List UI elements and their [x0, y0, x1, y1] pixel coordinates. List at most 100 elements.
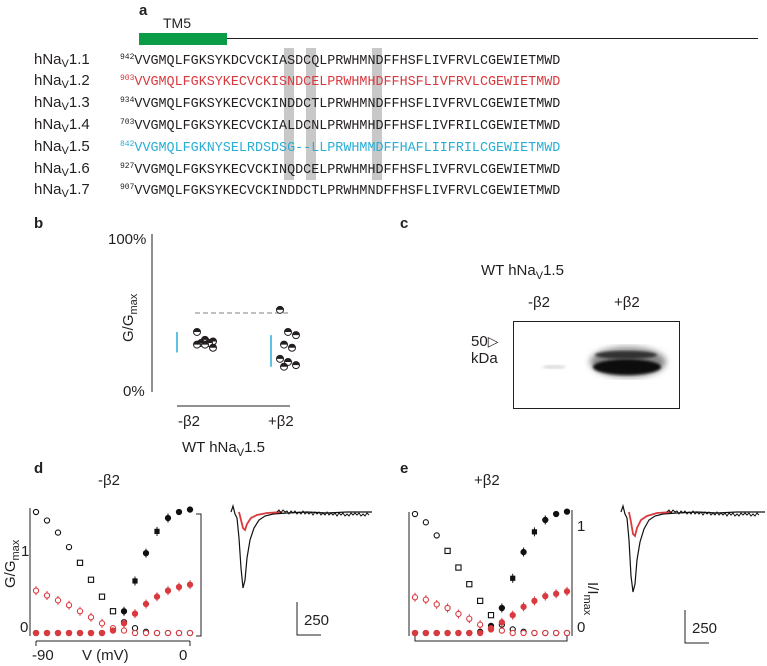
panel-d-point — [32, 586, 40, 596]
panel-d-letter: d — [34, 460, 44, 477]
cysteine-highlight-3 — [372, 48, 382, 180]
panel-d-noise — [276, 509, 370, 517]
panel-d-point — [54, 629, 62, 637]
panel-b-points — [176, 305, 300, 371]
alignment-row: hNaV1.1 942VVGMQLFGKSYKDCVCKIASDCQLPRWHMN… — [34, 51, 561, 70]
panel-b-ylabel: G/Gmax — [120, 293, 140, 342]
panel-e-point — [433, 532, 440, 539]
panel-e-point — [411, 510, 419, 518]
panel-d-point — [142, 629, 150, 637]
panel-e-point — [520, 602, 527, 612]
panel-e-point — [444, 547, 451, 555]
lane-label-plus: +β2 — [614, 294, 640, 311]
panel-d-point — [87, 612, 95, 622]
panel-c-title: WT hNaV1.5 — [481, 262, 564, 282]
tm5-label: TM5 — [163, 15, 191, 31]
panel-e-point — [422, 629, 430, 637]
panel-e-point — [411, 592, 419, 602]
lane-label-minus: -β2 — [528, 294, 550, 311]
sequence-start-index: 842 — [120, 140, 135, 149]
panel-e-scale-bar — [684, 610, 709, 644]
panel-b-category-plus: +β2 — [268, 413, 294, 430]
panel-e-point — [433, 629, 440, 637]
panel-e-point — [455, 609, 462, 619]
panel-d-point — [65, 629, 73, 637]
panel-b-xlabel: WT hNaV1.5 — [182, 439, 265, 459]
panel-d-point — [98, 618, 106, 628]
panel-e-point — [552, 510, 560, 518]
panel-b-point — [292, 331, 300, 340]
panel-e-point — [466, 581, 473, 588]
panel-e-point — [455, 629, 462, 637]
panel-e-point — [433, 599, 440, 609]
channel-name: hNaV1.6 — [34, 160, 90, 179]
panel-d-point — [98, 593, 106, 600]
panel-d-point — [164, 586, 172, 596]
panel-d-point — [175, 508, 183, 516]
channel-name: hNaV1.2 — [34, 72, 90, 91]
panel-d-ytick-bottom: 0 — [20, 619, 28, 636]
panel-d-point — [109, 608, 117, 615]
panel-e-point — [542, 629, 549, 637]
panel-e-point — [520, 547, 527, 557]
panel-e-x-axis — [414, 636, 568, 642]
panel-d-point — [142, 548, 150, 558]
panel-d-point — [65, 543, 73, 551]
panel-e-current-traces — [620, 503, 765, 593]
sequence-string: VVGMQLFGKSYKDCVCKIASDCQLPRWHMNDFFHSFLIVF… — [134, 54, 561, 69]
channel-name: hNaV1.5 — [34, 138, 90, 157]
panel-b-category-minus: -β2 — [178, 413, 200, 430]
panel-b-point — [193, 340, 201, 349]
panel-d-point — [87, 576, 95, 583]
panel-d-point — [186, 580, 194, 590]
panel-e-point — [476, 620, 484, 630]
panel-d-point — [120, 606, 128, 616]
panel-e-ytick-bottom: 0 — [577, 619, 585, 636]
panel-b-point — [280, 362, 288, 371]
panel-d-point — [186, 629, 194, 637]
channel-name: hNaV1.1 — [34, 51, 90, 70]
panel-e-point — [476, 597, 484, 605]
panel-d-xlabel: V (mV) — [82, 647, 129, 664]
sequence-start-index: 942 — [120, 53, 135, 62]
panel-d-point — [186, 506, 194, 513]
panel-b-point — [276, 354, 284, 363]
panel-b-point — [280, 340, 288, 349]
panel-d-point — [153, 629, 161, 637]
panel-b-letter: b — [34, 215, 44, 232]
panel-e-point — [510, 573, 516, 583]
panel-b-point — [292, 361, 300, 370]
panel-e-point — [520, 629, 527, 637]
panel-e-point — [466, 614, 473, 624]
panel-d-ylabel: G/Gmax — [2, 539, 22, 588]
channel-name: hNaV1.3 — [34, 94, 90, 113]
panel-d-ytick-top: 1 — [21, 543, 29, 560]
panel-b-point — [288, 343, 296, 352]
alignment-row: hNaV1.5 842VVGMQLFGKNYSELRDSDSG--LLPRWHMM… — [34, 138, 560, 157]
cysteine-highlight-1 — [284, 48, 294, 180]
panel-d-point — [154, 526, 160, 536]
panel-b-point — [201, 340, 209, 349]
panel-e-ytick-top: 1 — [577, 518, 585, 535]
panel-e-point — [411, 629, 419, 637]
panel-e-point — [542, 515, 549, 525]
panel-e-point — [563, 508, 571, 515]
sequence-string: VVGMQLFGKSYKECVCKISNDCELPRWHMHDFFHSFLIVF… — [134, 75, 561, 90]
panel-e-point — [466, 629, 473, 637]
panel-d-xtick-left: -90 — [32, 647, 54, 664]
alignment-row: hNaV1.3 934VVGMQLFGKSYKECVCKINDDCTLPRWHMN… — [34, 94, 561, 113]
panel-e-point — [498, 603, 506, 613]
panel-d-point — [65, 600, 73, 610]
alignment-row: hNaV1.7 907VVGMQLFGKSYKECVCKINDDCTLPRWHMN… — [34, 181, 560, 200]
cysteine-highlight-2 — [306, 48, 316, 180]
sequence-start-index: 703 — [120, 118, 135, 127]
panel-d-point — [120, 618, 128, 628]
sequence-string: VVGMQLFGKSYKECVCKINDDCTLPRWHMNDFFHSFLIVF… — [134, 97, 561, 112]
panel-d-point — [132, 576, 138, 586]
panel-d-point — [98, 629, 106, 637]
alignment-row: hNaV1.6 927VVGMQLFGKSYKECVCKINQDCELPRWHMH… — [34, 160, 560, 179]
panel-d-scale-label: 250 — [304, 612, 330, 629]
panel-d-points — [32, 506, 194, 637]
panel-e-point — [455, 564, 462, 571]
alignment-row: hNaV1.2 903VVGMQLFGKSYKECVCKISNDCELPRWHMH… — [34, 72, 561, 91]
